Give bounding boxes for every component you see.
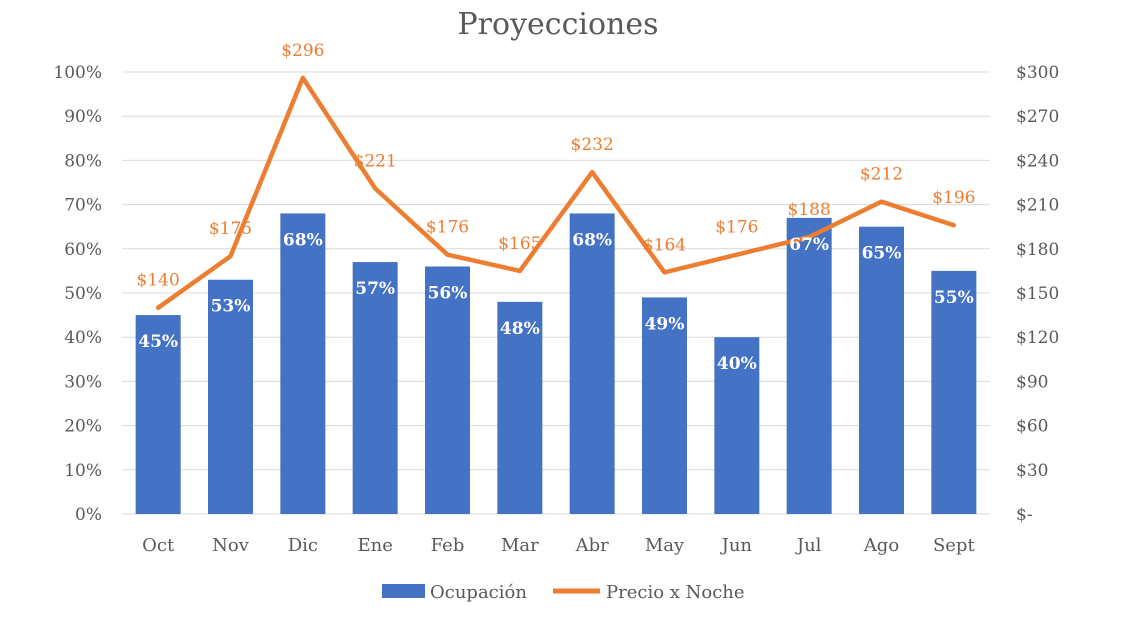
- x-tick-label: Dic: [288, 535, 318, 556]
- line-data-label: $221: [354, 151, 397, 171]
- line-data-label: $196: [932, 188, 975, 208]
- right-tick-label: $30: [1016, 461, 1048, 481]
- right-tick-label: $300: [1016, 63, 1059, 83]
- left-tick-label: 40%: [64, 328, 102, 348]
- x-tick-label: Feb: [431, 535, 465, 556]
- left-tick-label: 80%: [64, 151, 102, 171]
- x-tick-label: May: [645, 535, 685, 556]
- bar-data-label: 67%: [789, 235, 829, 255]
- left-tick-label: 20%: [64, 417, 102, 437]
- line-data-label: $175: [209, 219, 252, 239]
- bar-jun: [714, 337, 760, 514]
- right-tick-label: $-: [1016, 505, 1033, 525]
- bar-feb: [425, 266, 470, 514]
- legend-swatch-ocupacion: [382, 584, 425, 598]
- line-data-label: $188: [788, 200, 831, 220]
- bar-data-label: 55%: [934, 288, 974, 308]
- bar-data-label: 57%: [355, 279, 395, 299]
- bar-data-label: 45%: [138, 332, 178, 352]
- right-tick-label: $60: [1016, 417, 1048, 437]
- right-tick-label: $210: [1016, 196, 1059, 216]
- x-axis-ticks: Oct Nov Dic Ene Feb Mar Abr May Jun Jul Ago Sept: [142, 535, 975, 556]
- bar-may: [642, 297, 687, 514]
- gridlines: [122, 71, 990, 515]
- line-series-precio: [155, 75, 957, 310]
- bar-abr: [569, 213, 615, 514]
- line-data-label: $140: [137, 271, 180, 291]
- bar-ene: [352, 262, 398, 514]
- bar-ago: [859, 226, 904, 514]
- bar-data-label: 53%: [211, 297, 251, 317]
- line-data-label: $212: [860, 165, 903, 185]
- line-data-label: $296: [281, 41, 324, 61]
- bar-data-label: 68%: [283, 230, 323, 250]
- chart-title: Proyecciones: [457, 7, 658, 42]
- x-tick-label: Abr: [575, 535, 610, 556]
- bar-data-label: 56%: [428, 283, 468, 303]
- left-tick-label: 10%: [64, 461, 102, 481]
- bar-data-label: 49%: [645, 314, 685, 334]
- price-line: [155, 75, 957, 310]
- bar-oct: [135, 315, 181, 514]
- line-data-labels: $140 $175 $296 $221 $176 $165 $232 $164 $176 $188…: [137, 41, 976, 291]
- bar-data-labels: 45% 53% 68% 57% 56% 48% 68% 49% 40% 67% 65% 55%: [138, 230, 973, 374]
- bar-data-label: 65%: [862, 244, 902, 264]
- left-tick-label: 0%: [75, 505, 102, 525]
- x-tick-label: Oct: [142, 535, 175, 556]
- right-tick-label: $180: [1016, 240, 1059, 260]
- line-data-label: $165: [498, 234, 541, 254]
- left-tick-label: 90%: [64, 107, 102, 127]
- bar-jul: [786, 217, 832, 515]
- right-axis-ticks: $- $30 $60 $90 $120 $150 $180 $210 $240 $270 $300: [1016, 63, 1059, 525]
- bar-data-label: 68%: [572, 230, 612, 250]
- line-data-label: $176: [715, 218, 758, 238]
- bar-mar: [497, 301, 543, 514]
- bar-nov: [208, 279, 253, 514]
- right-tick-label: $120: [1016, 328, 1059, 348]
- right-tick-label: $90: [1016, 372, 1048, 392]
- right-tick-label: $150: [1016, 284, 1059, 304]
- x-tick-label: Sept: [933, 535, 976, 556]
- legend-label-ocupacion: Ocupación: [430, 582, 527, 603]
- bar-sept: [931, 270, 977, 514]
- x-tick-label: Jul: [795, 535, 822, 556]
- left-tick-label: 60%: [64, 240, 102, 260]
- left-tick-label: 100%: [53, 63, 102, 83]
- left-tick-label: 30%: [64, 372, 102, 392]
- right-tick-label: $270: [1016, 107, 1059, 127]
- bar-dic: [280, 213, 326, 514]
- legend: Ocupación Precio x Noche: [382, 582, 745, 603]
- legend-label-precio: Precio x Noche: [606, 582, 745, 603]
- line-data-label: $164: [643, 235, 686, 255]
- left-tick-label: 70%: [64, 196, 102, 216]
- x-tick-label: Nov: [212, 535, 250, 556]
- x-tick-label: Jun: [720, 535, 753, 556]
- bar-series-ocupacion: [135, 213, 977, 515]
- bar-data-label: 40%: [717, 354, 757, 374]
- left-axis-ticks: 0% 10% 20% 30% 40% 50% 60% 70% 80% 90% 100%: [53, 63, 102, 525]
- bar-data-label: 48%: [500, 319, 540, 339]
- line-data-label: $176: [426, 218, 469, 238]
- x-tick-label: Mar: [501, 535, 539, 556]
- x-tick-label: Ago: [863, 535, 899, 556]
- right-tick-label: $240: [1016, 151, 1059, 171]
- x-tick-label: Ene: [357, 535, 392, 556]
- line-data-label: $232: [571, 135, 614, 155]
- left-tick-label: 50%: [64, 284, 102, 304]
